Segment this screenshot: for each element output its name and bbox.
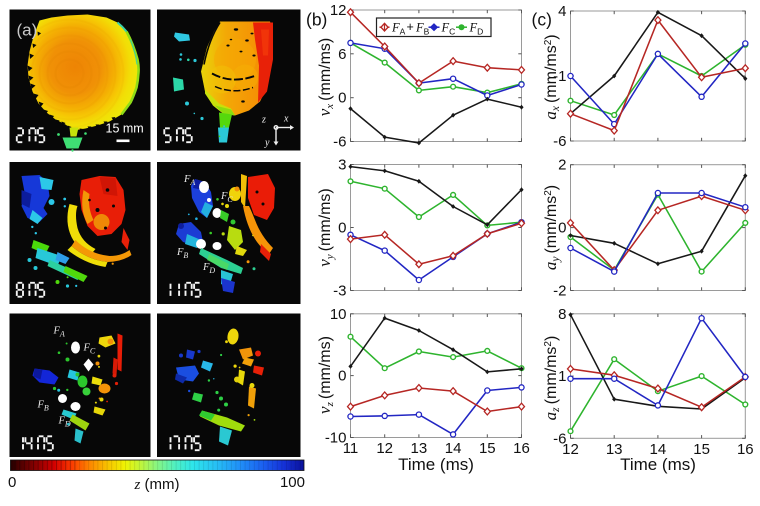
svg-text:0: 0 [338, 90, 346, 107]
svg-text:+: + [407, 20, 414, 34]
svg-text:(c): (c) [532, 10, 552, 30]
svg-text:13: 13 [411, 440, 428, 457]
svg-text:ay(mm/ms2): ay(mm/ms2) [541, 185, 562, 270]
svg-text:y: y [264, 138, 270, 149]
svg-text:ax(mm/ms2): ax(mm/ms2) [541, 34, 562, 119]
svg-text:0: 0 [338, 368, 346, 385]
svg-text:-2: -2 [553, 283, 566, 300]
svg-text:16: 16 [737, 441, 754, 458]
svg-text:-6: -6 [333, 134, 346, 151]
svg-text:12: 12 [376, 440, 393, 457]
svg-text:z (mm): z (mm) [134, 476, 180, 493]
svg-text:z: z [261, 115, 266, 126]
svg-text:-1: -1 [553, 68, 566, 85]
svg-text:16: 16 [513, 440, 530, 457]
svg-text:6: 6 [338, 46, 346, 63]
svg-text:1: 1 [558, 368, 566, 385]
svg-text:vz(mm/ms): vz(mm/ms) [315, 336, 336, 414]
svg-text:FB: FB [176, 247, 188, 260]
svg-text:-3: -3 [333, 283, 346, 300]
svg-text:FB: FB [37, 400, 49, 413]
svg-text:az(mm/ms2): az(mm/ms2) [541, 336, 562, 421]
svg-text:vx(mm/ms): vx(mm/ms) [315, 38, 336, 117]
svg-text:0: 0 [8, 474, 16, 491]
svg-text:-6: -6 [553, 430, 566, 447]
svg-text:FA: FA [391, 21, 406, 37]
svg-text:4: 4 [558, 3, 566, 20]
svg-text:FC: FC [83, 343, 96, 356]
svg-text:0: 0 [338, 220, 346, 237]
svg-text:0: 0 [558, 220, 566, 237]
svg-text:Time (ms): Time (ms) [398, 455, 474, 474]
svg-text:vy(mm/ms): vy(mm/ms) [315, 188, 336, 267]
svg-text:10: 10 [330, 306, 347, 323]
svg-text:14: 14 [650, 441, 667, 458]
svg-text:15 mm: 15 mm [106, 122, 144, 136]
svg-text:14: 14 [445, 440, 462, 457]
svg-text:11: 11 [343, 440, 359, 457]
svg-text:-6: -6 [553, 133, 566, 150]
svg-text:x: x [283, 114, 289, 125]
svg-text:FA: FA [183, 174, 195, 187]
svg-text:FD: FD [202, 262, 215, 275]
svg-text:(a): (a) [17, 21, 38, 40]
svg-text:15: 15 [479, 440, 496, 457]
svg-text:-10: -10 [325, 430, 347, 447]
svg-text:3: 3 [338, 157, 346, 174]
svg-text:8: 8 [558, 306, 566, 323]
svg-text:12: 12 [330, 2, 347, 19]
svg-text:13: 13 [606, 441, 623, 458]
svg-text:FD: FD [469, 21, 484, 37]
svg-text:Time (ms): Time (ms) [620, 455, 696, 474]
svg-text:FC: FC [220, 191, 233, 204]
svg-text:(b): (b) [306, 10, 327, 30]
svg-text:12: 12 [562, 441, 579, 458]
svg-text:100: 100 [280, 474, 305, 491]
svg-text:2: 2 [558, 157, 566, 174]
svg-text:FB: FB [415, 21, 430, 37]
svg-text:FC: FC [441, 21, 456, 37]
svg-text:FA: FA [53, 326, 65, 339]
svg-text:15: 15 [693, 441, 710, 458]
